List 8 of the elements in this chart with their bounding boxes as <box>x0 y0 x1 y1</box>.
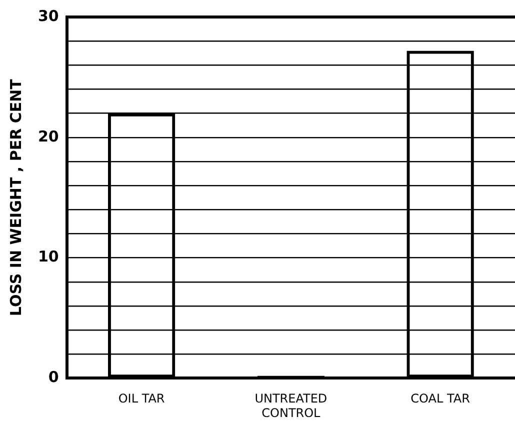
y-tick-label: 10 <box>38 248 59 266</box>
y-tick-label: 20 <box>38 127 59 146</box>
x-tick-label: OIL TAR <box>118 392 165 406</box>
y-tick-label: 0 <box>48 368 59 386</box>
x-tick-label: COAL TAR <box>410 392 470 406</box>
y-tick-label: 30 <box>38 6 59 25</box>
x-tick-label: UNTREATED CONTROL <box>254 392 328 420</box>
y-axis-title: LOSS IN WEIGHT , PER CENT <box>6 78 25 316</box>
